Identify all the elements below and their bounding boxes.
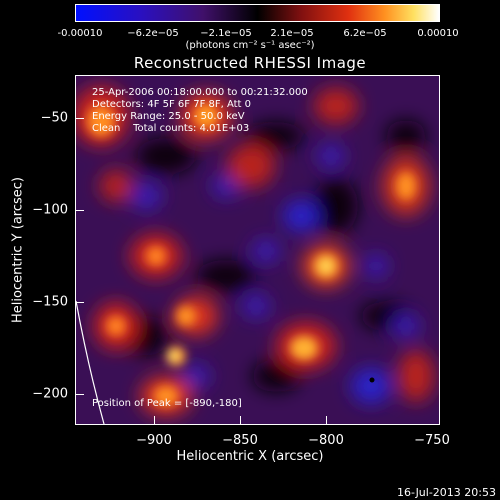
colorbar-tick: -0.00010 xyxy=(57,28,103,39)
colorbar-tick: 6.2e−05 xyxy=(343,28,387,39)
y-tick-label: −150 xyxy=(32,294,68,310)
observation-time: 25-Apr-2006 00:18:00.000 to 00:21:32.000 xyxy=(92,87,308,98)
y-tick-mark xyxy=(76,394,84,395)
colorbar-tick: −2.1e−05 xyxy=(200,28,252,39)
colorbar xyxy=(75,4,440,22)
x-axis-label: Heliocentric X (arcsec) xyxy=(176,449,324,464)
clean-counts: Clean Total counts: 4.01E+03 xyxy=(92,123,250,134)
colorbar-units: (photons cm⁻² s⁻¹ asec⁻²) xyxy=(185,40,315,51)
x-tick-mark xyxy=(154,416,155,424)
y-axis-label: Heliocentric Y (arcsec) xyxy=(10,177,26,323)
x-tick-label: −750 xyxy=(414,433,450,448)
detectors-info: Detectors: 4F 5F 6F 7F 8F, Att 0 xyxy=(92,99,252,110)
colorbar-tick: 2.1e−05 xyxy=(270,28,314,39)
energy-range: Energy Range: 25.0 - 50.0 keV xyxy=(92,111,245,122)
x-tick-label: −850 xyxy=(222,433,258,448)
y-tick-mark xyxy=(76,302,84,303)
rhessi-image xyxy=(75,75,440,425)
image-title: Reconstructed RHESSI Image xyxy=(133,54,367,72)
x-tick-mark xyxy=(326,416,327,424)
timestamp-footer: 16-Jul-2013 20:53 xyxy=(396,486,496,499)
x-tick-label: −800 xyxy=(308,433,344,448)
colorbar-tick: 0.00010 xyxy=(417,28,459,39)
y-tick-label: −200 xyxy=(32,386,68,402)
y-tick-label: −100 xyxy=(32,202,68,218)
image-heatmap xyxy=(76,76,439,424)
colorbar-tick: −6.2e−05 xyxy=(127,28,179,39)
y-tick-label: −50 xyxy=(40,110,68,126)
y-tick-mark xyxy=(76,118,84,119)
x-tick-label: −900 xyxy=(136,433,172,448)
y-tick-mark xyxy=(76,210,84,211)
x-tick-mark xyxy=(240,416,241,424)
peak-position: Position of Peak = [-890,-180] xyxy=(92,398,242,409)
